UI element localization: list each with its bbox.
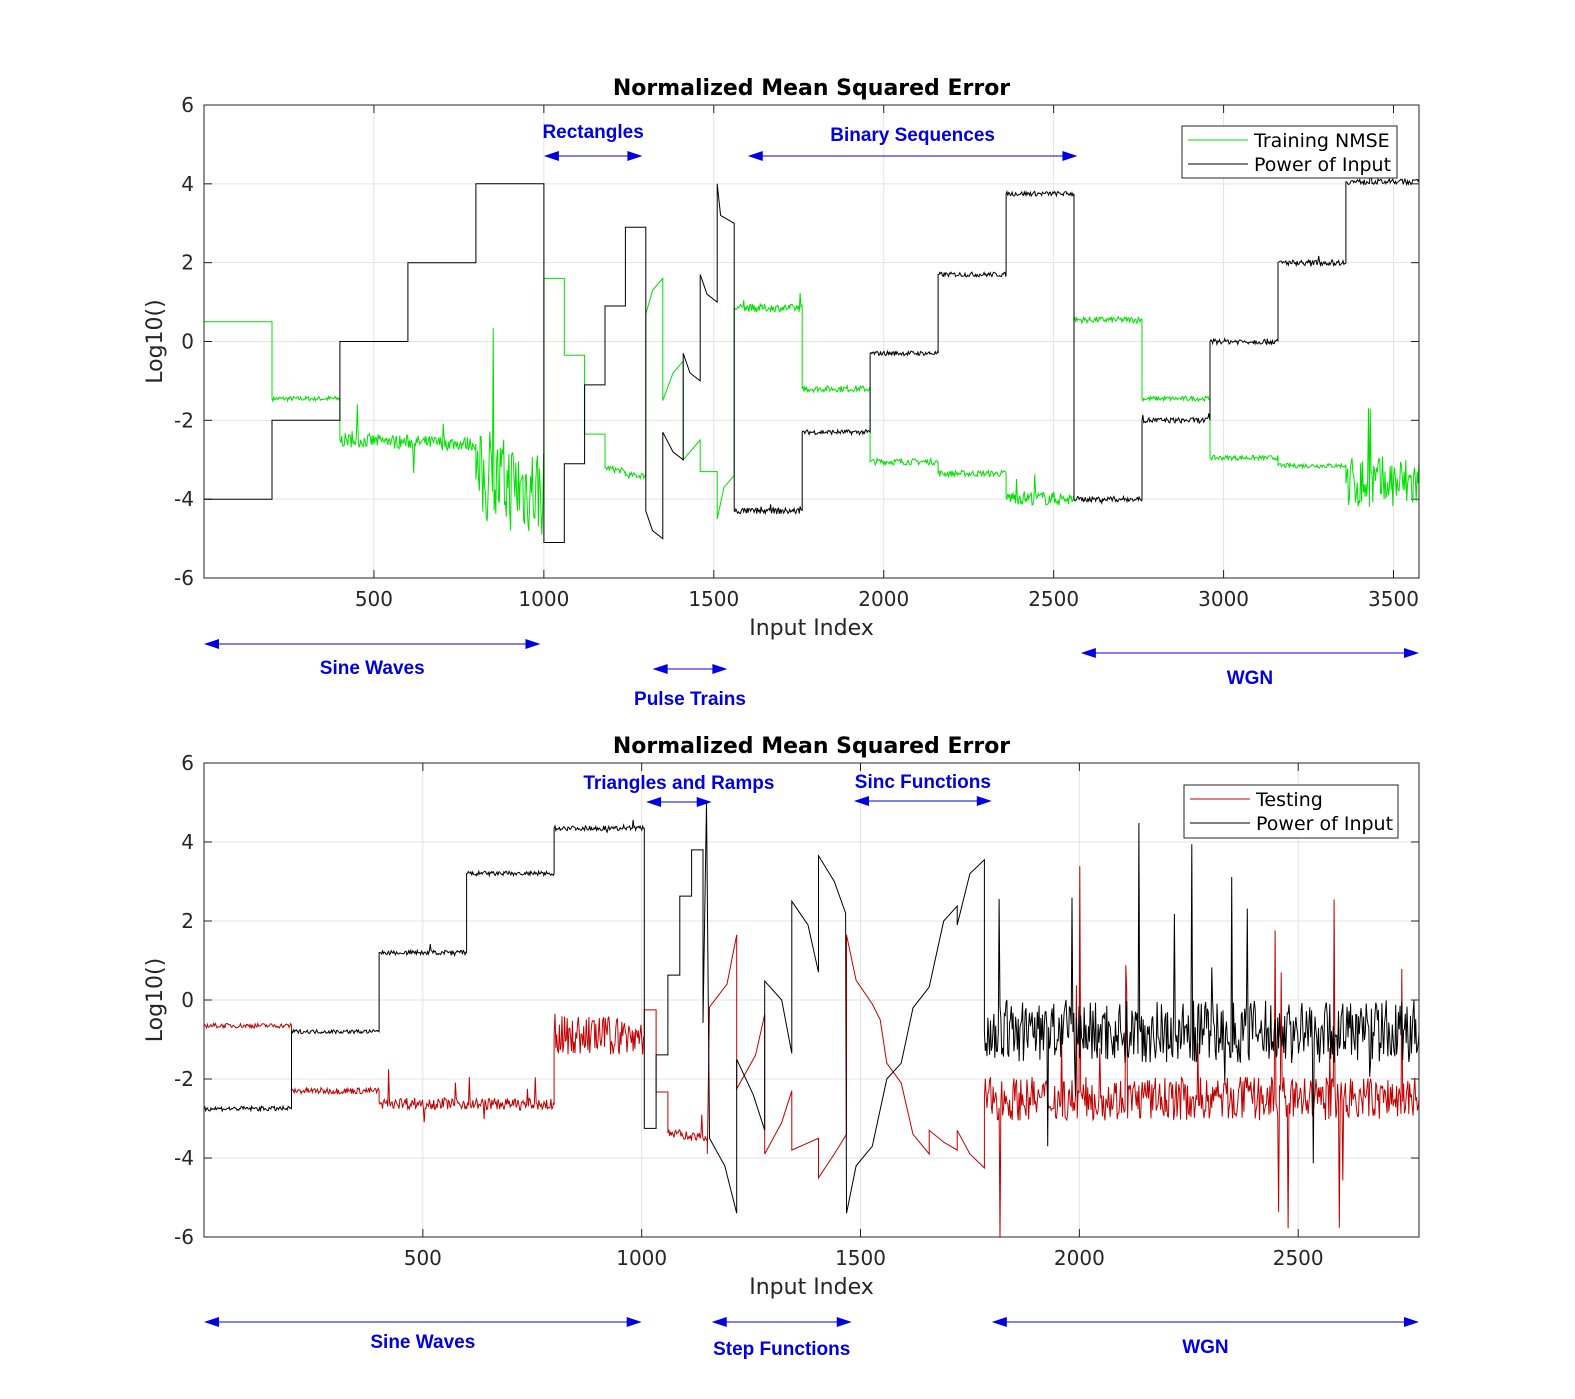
annotation: Step Functions [711,1317,852,1360]
y-tick-label: -4 [174,1146,194,1170]
y-tick-label: 4 [181,172,194,196]
annotation-label: Sine Waves [370,1332,475,1353]
arrow-right-icon [696,797,712,807]
annotation: WGN [1080,648,1419,689]
chart-panel-2: 500 1000 1500 2000 2500 -6 -4 -2 0 2 4 6 Normalized … [143,734,1420,1300]
x-tick-label: 3500 [1368,587,1419,611]
axes-box [203,104,1420,579]
arrow-left-icon [543,151,559,161]
arrow-left-icon [853,796,869,806]
y-tick-label: -2 [174,408,194,432]
y-tick-label: 0 [181,988,194,1012]
series-line-testing [204,866,1419,1237]
arrow-left-icon [991,1317,1007,1327]
x-tick-label: 2000 [858,587,909,611]
legend-label: Testing [1255,789,1323,811]
legend-label: Power of Input [1256,813,1393,835]
arrow-right-icon [1404,1317,1419,1327]
annotation: Binary Sequences [747,125,1078,161]
y-axis-label: Log10() [143,958,168,1042]
arrow-left-icon [747,151,763,161]
chart-title: Normalized Mean Squared Error [613,76,1010,101]
arrow-right-icon [525,639,541,649]
arrow-left-icon [646,797,662,807]
y-tick-label: -4 [174,487,194,511]
annotation: WGN [991,1317,1419,1358]
annotation-label: Sine Waves [320,658,425,679]
arrow-left-icon [204,639,219,649]
arrow-left-icon [711,1317,727,1327]
arrow-right-icon [836,1317,852,1327]
arrow-left-icon [652,664,668,674]
annotation: Triangles and Ramps [583,773,774,807]
annotation-label: Binary Sequences [830,125,995,146]
annotation: Sine Waves [204,639,541,679]
legend-box [1183,784,1399,839]
x-tick-label: 2500 [1028,587,1079,611]
y-tick-label: -6 [174,1225,194,1249]
annotation-label: WGN [1182,1337,1228,1358]
y-tick-label: 2 [181,251,194,275]
y-tick-label: 6 [181,93,194,117]
annotation-label: Triangles and Ramps [583,773,774,794]
annotation-label: Sinc Functions [855,772,991,793]
legend-label: Training NMSE [1253,130,1390,152]
y-tick-label: 4 [181,830,194,854]
y-tick-label: 0 [181,330,194,354]
y-tick-label: -6 [174,566,194,590]
arrow-right-icon [976,796,992,806]
x-tick-label: 1500 [835,1246,886,1270]
arrow-right-icon [712,664,728,674]
x-axis-label: Input Index [749,1275,874,1300]
x-tick-label: 1500 [688,587,739,611]
chart-panel-1: 500 1000 1500 2000 2500 3000 3500 -6 -4 -2 0 2 4 6 Nor… [143,76,1420,641]
annotation-label: WGN [1227,668,1273,689]
y-axis-label: Log10() [143,299,168,383]
series-line-training-nmse [204,277,1419,535]
annotation: Rectangles [542,122,644,161]
x-tick-label: 500 [404,1246,442,1270]
axes-box [203,762,1420,1238]
annotation: Sinc Functions [853,772,992,806]
annotation-label: Pulse Trains [634,689,746,710]
series-line-power-of-input [204,802,1419,1214]
arrow-right-icon [1404,648,1419,658]
x-axis-label: Input Index [749,616,874,641]
x-tick-label: 2000 [1054,1246,1105,1270]
legend-label: Power of Input [1254,154,1391,176]
y-tick-label: -2 [174,1067,194,1091]
chart-title: Normalized Mean Squared Error [613,734,1010,759]
x-tick-label: 500 [355,587,393,611]
x-tick-label: 2500 [1273,1246,1324,1270]
arrow-right-icon [626,1317,642,1327]
arrow-left-icon [204,1317,219,1327]
annotation-label: Step Functions [713,1339,850,1360]
annotation: Pulse Trains [634,664,746,710]
arrow-left-icon [1080,648,1096,658]
x-tick-label: 1000 [518,587,569,611]
annotation: Sine Waves [204,1317,642,1353]
x-tick-label: 1000 [616,1246,667,1270]
series-line-power-of-input [204,172,1419,543]
arrow-right-icon [627,151,643,161]
y-tick-label: 6 [181,751,194,775]
annotation-label: Rectangles [542,122,643,143]
x-tick-label: 3000 [1198,587,1249,611]
arrow-right-icon [1062,151,1078,161]
y-tick-label: 2 [181,909,194,933]
legend-box [1181,125,1398,179]
